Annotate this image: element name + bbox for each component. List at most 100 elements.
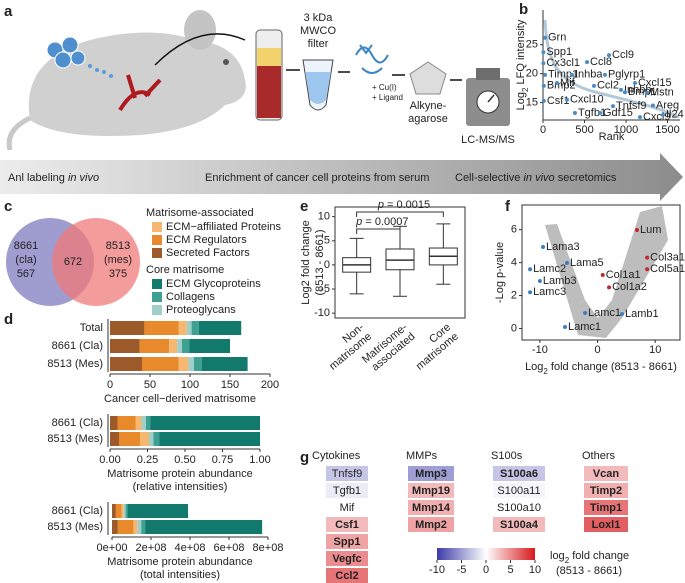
point	[528, 267, 533, 272]
workflow-step-part: in vivo	[68, 172, 99, 184]
point	[542, 35, 547, 40]
legend-swatch	[152, 248, 162, 258]
legend-swatch	[152, 305, 162, 315]
tile-label: Timp1	[590, 502, 622, 514]
bar-segment	[135, 416, 142, 430]
x-tick-label: 1500	[655, 124, 679, 136]
heat-tile	[326, 534, 368, 549]
legend-label: ECM Glycoproteins	[166, 278, 261, 290]
bar-segment	[110, 416, 118, 430]
point	[644, 90, 649, 95]
p-text: = 0.0007	[362, 216, 408, 228]
workflow-step-part: in vivo	[523, 172, 554, 184]
group-title: Cytokines	[312, 450, 361, 462]
bar-segment	[119, 432, 140, 446]
legend-label: Secreted Factors	[166, 247, 250, 259]
x-tick-label: 500	[575, 124, 593, 136]
point-label: Lama3	[546, 241, 580, 253]
legend-swatch	[152, 235, 162, 245]
category-label: 8513 (Mes)	[47, 433, 103, 445]
legend-swatch	[152, 279, 162, 289]
y-tick-label: 6	[511, 224, 517, 236]
point-label: Pglyrp1	[608, 69, 645, 81]
bracket	[356, 211, 444, 217]
y-tick-label: 15	[526, 97, 538, 109]
plot-frame	[521, 204, 681, 341]
legend-swatch	[152, 222, 162, 232]
point-label: Mif	[560, 77, 576, 89]
heat-tile	[584, 500, 628, 515]
panel-letter: g	[300, 449, 309, 466]
legend-title: Core matrisome	[146, 264, 224, 276]
point-label: Cxcl15	[638, 77, 672, 89]
point	[600, 272, 605, 277]
point-label: Lum	[640, 224, 661, 236]
bar-segment	[117, 520, 134, 534]
bar-segment	[140, 432, 149, 446]
point-label: Lamc2	[533, 263, 566, 275]
bar-segment	[110, 357, 142, 371]
point	[555, 80, 560, 85]
workflow-step-part: Enrichment of cancer cell proteins from …	[205, 172, 429, 184]
bar-segment	[141, 520, 146, 534]
x-tick-label: 2e+08	[136, 542, 167, 554]
y-tick-label: 5	[324, 235, 330, 247]
point-label: Spp1	[546, 46, 572, 58]
category-label: Matrisome-associated	[360, 321, 418, 373]
bar-segment	[182, 339, 190, 353]
point	[564, 97, 569, 102]
bar-segment	[123, 504, 126, 518]
colorbar-sublabel: (8513 - 8661)	[556, 565, 622, 577]
point	[564, 260, 569, 265]
point-label: Gdf15	[603, 107, 633, 119]
x-axis-label: (relative intensities)	[133, 481, 228, 493]
y-axis-label: Log2 LFQ intensity	[515, 19, 530, 110]
heat-tile	[584, 466, 628, 481]
tile-label: Loxl1	[592, 519, 621, 531]
set-sub: (mes)	[104, 254, 132, 266]
bar-segment	[117, 416, 136, 430]
point-label: Mstn	[650, 87, 674, 99]
x-tick-label: 10	[649, 344, 661, 356]
x-tick-label: 0	[107, 379, 113, 391]
bar-segment	[115, 504, 122, 518]
legend-swatch	[152, 292, 162, 302]
filter-label: 3 kDa	[304, 12, 334, 24]
point-label: Col3a1	[650, 252, 685, 264]
point-label: Tnfsf9	[616, 100, 647, 112]
x-axis-label: Log2 fold change (8513 - 8661)	[525, 361, 677, 376]
ms-top	[476, 68, 500, 80]
y-axis-label-part: LFQ intensity	[515, 19, 527, 87]
point	[541, 50, 546, 55]
workflow-step: Enrichment of cancer cell proteins from …	[205, 172, 429, 184]
bar-segment	[133, 520, 138, 534]
colorbar-tick-label: 0	[483, 564, 489, 576]
y-axis-label: Log2 fold change	[300, 220, 312, 304]
point	[583, 311, 588, 315]
set-name: 8661	[14, 240, 38, 252]
panel-letter: c	[4, 198, 12, 215]
category-label: Total	[80, 322, 103, 334]
bar-segment	[149, 432, 154, 446]
colorbar-label-part: 2	[565, 556, 570, 565]
point	[541, 83, 546, 88]
bar-segment	[169, 339, 178, 353]
point-label: Inhbb	[624, 84, 652, 96]
tile-label: Ccl2	[335, 570, 358, 582]
heat-tile	[326, 568, 368, 583]
p-text: = 0.0015	[384, 199, 430, 211]
y-tick-label: 20	[526, 68, 538, 80]
tile-label: Mmp19	[412, 485, 450, 497]
x-tick-label: 0	[540, 124, 546, 136]
tile-label: Tnfsf9	[332, 468, 363, 480]
bar-segment	[146, 416, 151, 430]
resin-label: Alkyne-	[410, 100, 447, 112]
tile-label: Timp2	[590, 485, 622, 497]
bar-segment	[153, 432, 160, 446]
workflow-step-part: secretomics	[555, 172, 617, 184]
tile-label: Mmp3	[415, 468, 447, 480]
resin-label: agarose	[408, 113, 448, 125]
heat-tile	[326, 466, 368, 481]
y-tick-label: 25	[526, 39, 538, 51]
mouse-eye	[223, 59, 229, 65]
